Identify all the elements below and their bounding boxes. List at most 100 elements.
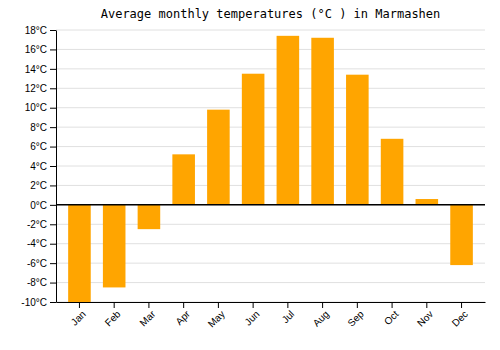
y-tick: 18°C	[25, 25, 56, 36]
x-tick-mark	[426, 302, 427, 308]
grid-line	[56, 107, 485, 108]
bars	[68, 36, 473, 302]
zero-line	[56, 204, 485, 206]
grid-line	[56, 68, 485, 69]
y-tick: -4°C	[27, 238, 56, 249]
x-tick-label: Jul	[280, 308, 297, 325]
x-tick-label: Feb	[103, 308, 123, 328]
y-tick: 8°C	[30, 122, 56, 133]
grid-line	[56, 49, 485, 50]
grid-line	[56, 88, 485, 89]
y-tick-label: 16°C	[25, 44, 47, 55]
bar	[138, 205, 161, 229]
y-tick-label: 18°C	[25, 25, 47, 36]
y-tick-mark	[50, 224, 56, 225]
y-tick-label: 12°C	[25, 83, 47, 94]
x-tick: Feb	[103, 302, 123, 328]
x-tick-label: Apr	[173, 308, 192, 327]
y-tick-label: 6°C	[30, 141, 47, 152]
x-tick-mark	[287, 302, 288, 308]
x-tick-mark	[461, 302, 462, 308]
y-tick-label: -8°C	[27, 277, 47, 288]
grid-line	[56, 166, 485, 167]
x-tick-mark	[218, 302, 219, 308]
x-tick-mark	[392, 302, 393, 308]
x-tick: Jan	[69, 302, 88, 328]
y-tick-label: -2°C	[27, 219, 47, 230]
x-tick-mark	[148, 302, 149, 308]
x-tick: Nov	[415, 302, 435, 329]
y-tick-mark	[50, 49, 56, 50]
bar	[103, 205, 126, 288]
plot: -10°C -8°C -6°C -4°C -2°C 0°C 2°C 4°C 6°C 8°C 10°C…	[21, 25, 485, 330]
bar	[450, 205, 473, 265]
y-tick-mark	[50, 69, 56, 70]
bar	[416, 199, 439, 205]
y-tick: -8°C	[27, 277, 56, 288]
y-tick-mark	[50, 205, 56, 206]
x-tick: Mar	[137, 302, 157, 328]
y-tick-mark	[50, 283, 56, 284]
y-axis: -10°C -8°C -6°C -4°C -2°C 0°C 2°C 4°C 6°C 8°C 10°C…	[21, 25, 56, 308]
y-tick-mark	[50, 166, 56, 167]
x-tick-label: Dec	[450, 308, 470, 328]
x-tick-mark	[183, 302, 184, 308]
x-tick-mark	[114, 302, 115, 308]
y-tick: 6°C	[30, 141, 56, 152]
x-tick-mark	[322, 302, 323, 308]
y-tick-label: -4°C	[27, 238, 47, 249]
bar	[277, 36, 300, 205]
x-tick-label: Jan	[69, 308, 88, 327]
x-tick-label: Aug	[311, 308, 331, 328]
y-tick: -6°C	[27, 258, 56, 269]
y-axis-line	[56, 31, 57, 303]
y-tick-label: 14°C	[25, 64, 47, 75]
x-axis-line	[57, 302, 486, 303]
x-tick: Sep	[345, 302, 366, 329]
y-tick-label: 8°C	[30, 122, 47, 133]
y-tick-mark	[50, 30, 56, 31]
y-tick-mark	[50, 108, 56, 109]
x-tick: Apr	[173, 302, 192, 327]
y-tick-mark	[50, 244, 56, 245]
title: Average monthly temperatures (°C ) in Ma…	[101, 7, 441, 21]
y-tick-mark	[50, 185, 56, 186]
y-tick: 16°C	[25, 44, 56, 55]
bar	[207, 110, 230, 205]
y-tick: 2°C	[30, 180, 56, 191]
bar	[311, 38, 334, 205]
y-tick-label: 2°C	[30, 180, 47, 191]
x-tick: Oct	[382, 302, 401, 327]
x-tick: Jul	[280, 302, 297, 325]
bar	[346, 75, 369, 205]
bar	[68, 205, 91, 302]
y-tick-mark	[50, 302, 56, 303]
x-tick-label: Jun	[242, 308, 261, 327]
y-tick: -2°C	[27, 219, 56, 230]
y-tick: 14°C	[25, 64, 56, 75]
bar	[381, 139, 404, 205]
x-tick: Dec	[450, 302, 470, 329]
y-tick-label: 4°C	[30, 161, 47, 172]
x-axis: Jan Feb Mar Apr May Jun Jul Aug Sep Oct Nov Dec	[57, 302, 486, 330]
y-tick: 0°C	[30, 200, 56, 211]
x-tick-mark	[253, 302, 254, 308]
x-tick-label: Oct	[382, 308, 401, 327]
chart: -10°C -8°C -6°C -4°C -2°C 0°C 2°C 4°C 6°C 8°C 10°C…	[0, 0, 500, 350]
x-tick-label: Sep	[345, 308, 366, 329]
grid-line	[56, 204, 485, 205]
x-tick: Aug	[311, 302, 331, 329]
y-tick-mark	[50, 263, 56, 264]
grid-line	[56, 185, 485, 186]
y-tick-label: -6°C	[27, 258, 47, 269]
y-tick: 4°C	[30, 161, 56, 172]
x-tick: Jun	[242, 302, 261, 328]
y-tick-label: -10°C	[21, 297, 47, 308]
grid	[56, 30, 485, 302]
y-tick: 10°C	[25, 102, 56, 113]
bar	[242, 74, 265, 205]
y-tick-mark	[50, 88, 56, 89]
x-tick: May	[206, 302, 227, 330]
x-tick-label: Mar	[137, 308, 157, 328]
grid-line	[56, 30, 485, 31]
